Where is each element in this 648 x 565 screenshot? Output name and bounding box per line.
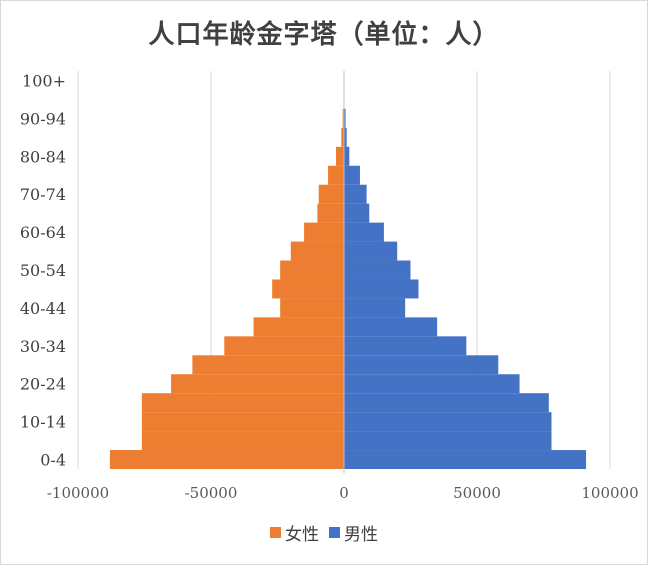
bar-female-70-74: [318, 184, 344, 204]
y-tick-label: 0-4: [40, 451, 66, 470]
bar-female-20-24: [171, 374, 344, 394]
bar-female-85-89: [341, 127, 344, 147]
legend-swatch-male: [329, 527, 340, 538]
y-tick-label: 70-74: [20, 185, 66, 204]
bar-female-60-64: [304, 222, 344, 242]
bar-female-25-29: [192, 355, 344, 375]
x-tick-label: -100000: [47, 484, 109, 502]
bar-female-65-69: [317, 203, 344, 223]
y-tick-label: 30-34: [20, 337, 66, 356]
y-tick-label: 40-44: [20, 299, 66, 318]
bar-male-70-74: [344, 184, 367, 204]
y-tick-label: 100+: [22, 71, 66, 90]
y-tick-label: 50-54: [20, 261, 66, 280]
bar-female-10-14: [141, 412, 344, 432]
x-tick-label: 0: [339, 484, 349, 502]
bar-female-90-94: [342, 108, 344, 128]
bar-male-25-29: [344, 355, 499, 375]
bar-female-45-49: [272, 279, 344, 299]
bar-male-60-64: [344, 222, 384, 242]
legend: 女性 男性: [0, 520, 648, 545]
bar-male-80-84: [344, 146, 350, 166]
bar-male-90-94: [344, 108, 346, 128]
bar-male-10-14: [344, 412, 552, 432]
bar-female-35-39: [253, 317, 344, 337]
bar-female-5-9: [141, 431, 344, 451]
bar-female-0-4: [109, 450, 344, 469]
bar-male-75-79: [344, 165, 360, 185]
y-tick-label: 10-14: [20, 413, 66, 432]
bar-male-85-89: [344, 127, 347, 147]
bar-male-20-24: [344, 374, 520, 394]
bar-female-40-44: [280, 298, 344, 318]
bar-male-5-9: [344, 431, 552, 451]
bar-female-30-34: [224, 336, 344, 356]
bar-female-80-84: [336, 146, 344, 166]
y-tick-label: 60-64: [20, 223, 66, 242]
legend-label-female: 女性: [285, 525, 319, 545]
bar-male-0-4: [344, 450, 587, 469]
bar-male-65-69: [344, 203, 370, 223]
bar-female-55-59: [290, 241, 344, 261]
x-tick-label: 100000: [581, 484, 638, 502]
x-tick-label: 50000: [453, 484, 501, 502]
bar-male-55-59: [344, 241, 398, 261]
legend-item-female: 女性: [270, 520, 319, 545]
bar-female-15-19: [141, 393, 344, 413]
x-tick-label: -50000: [185, 484, 238, 502]
bar-male-30-34: [344, 336, 467, 356]
legend-label-male: 男性: [344, 525, 378, 545]
bar-male-35-39: [344, 317, 438, 337]
legend-swatch-female: [270, 527, 281, 538]
chart-title: 人口年龄金字塔（单位：人）: [148, 20, 500, 50]
legend-item-male: 男性: [329, 520, 378, 545]
bar-female-50-54: [280, 260, 344, 280]
bar-male-50-54: [344, 260, 411, 280]
y-tick-label: 80-84: [20, 147, 66, 166]
y-tick-label: 90-94: [20, 109, 66, 128]
bar-female-75-79: [328, 165, 344, 185]
bar-male-15-19: [344, 393, 549, 413]
bar-male-45-49: [344, 279, 419, 299]
bar-male-40-44: [344, 298, 406, 318]
y-tick-label: 20-24: [20, 375, 66, 394]
